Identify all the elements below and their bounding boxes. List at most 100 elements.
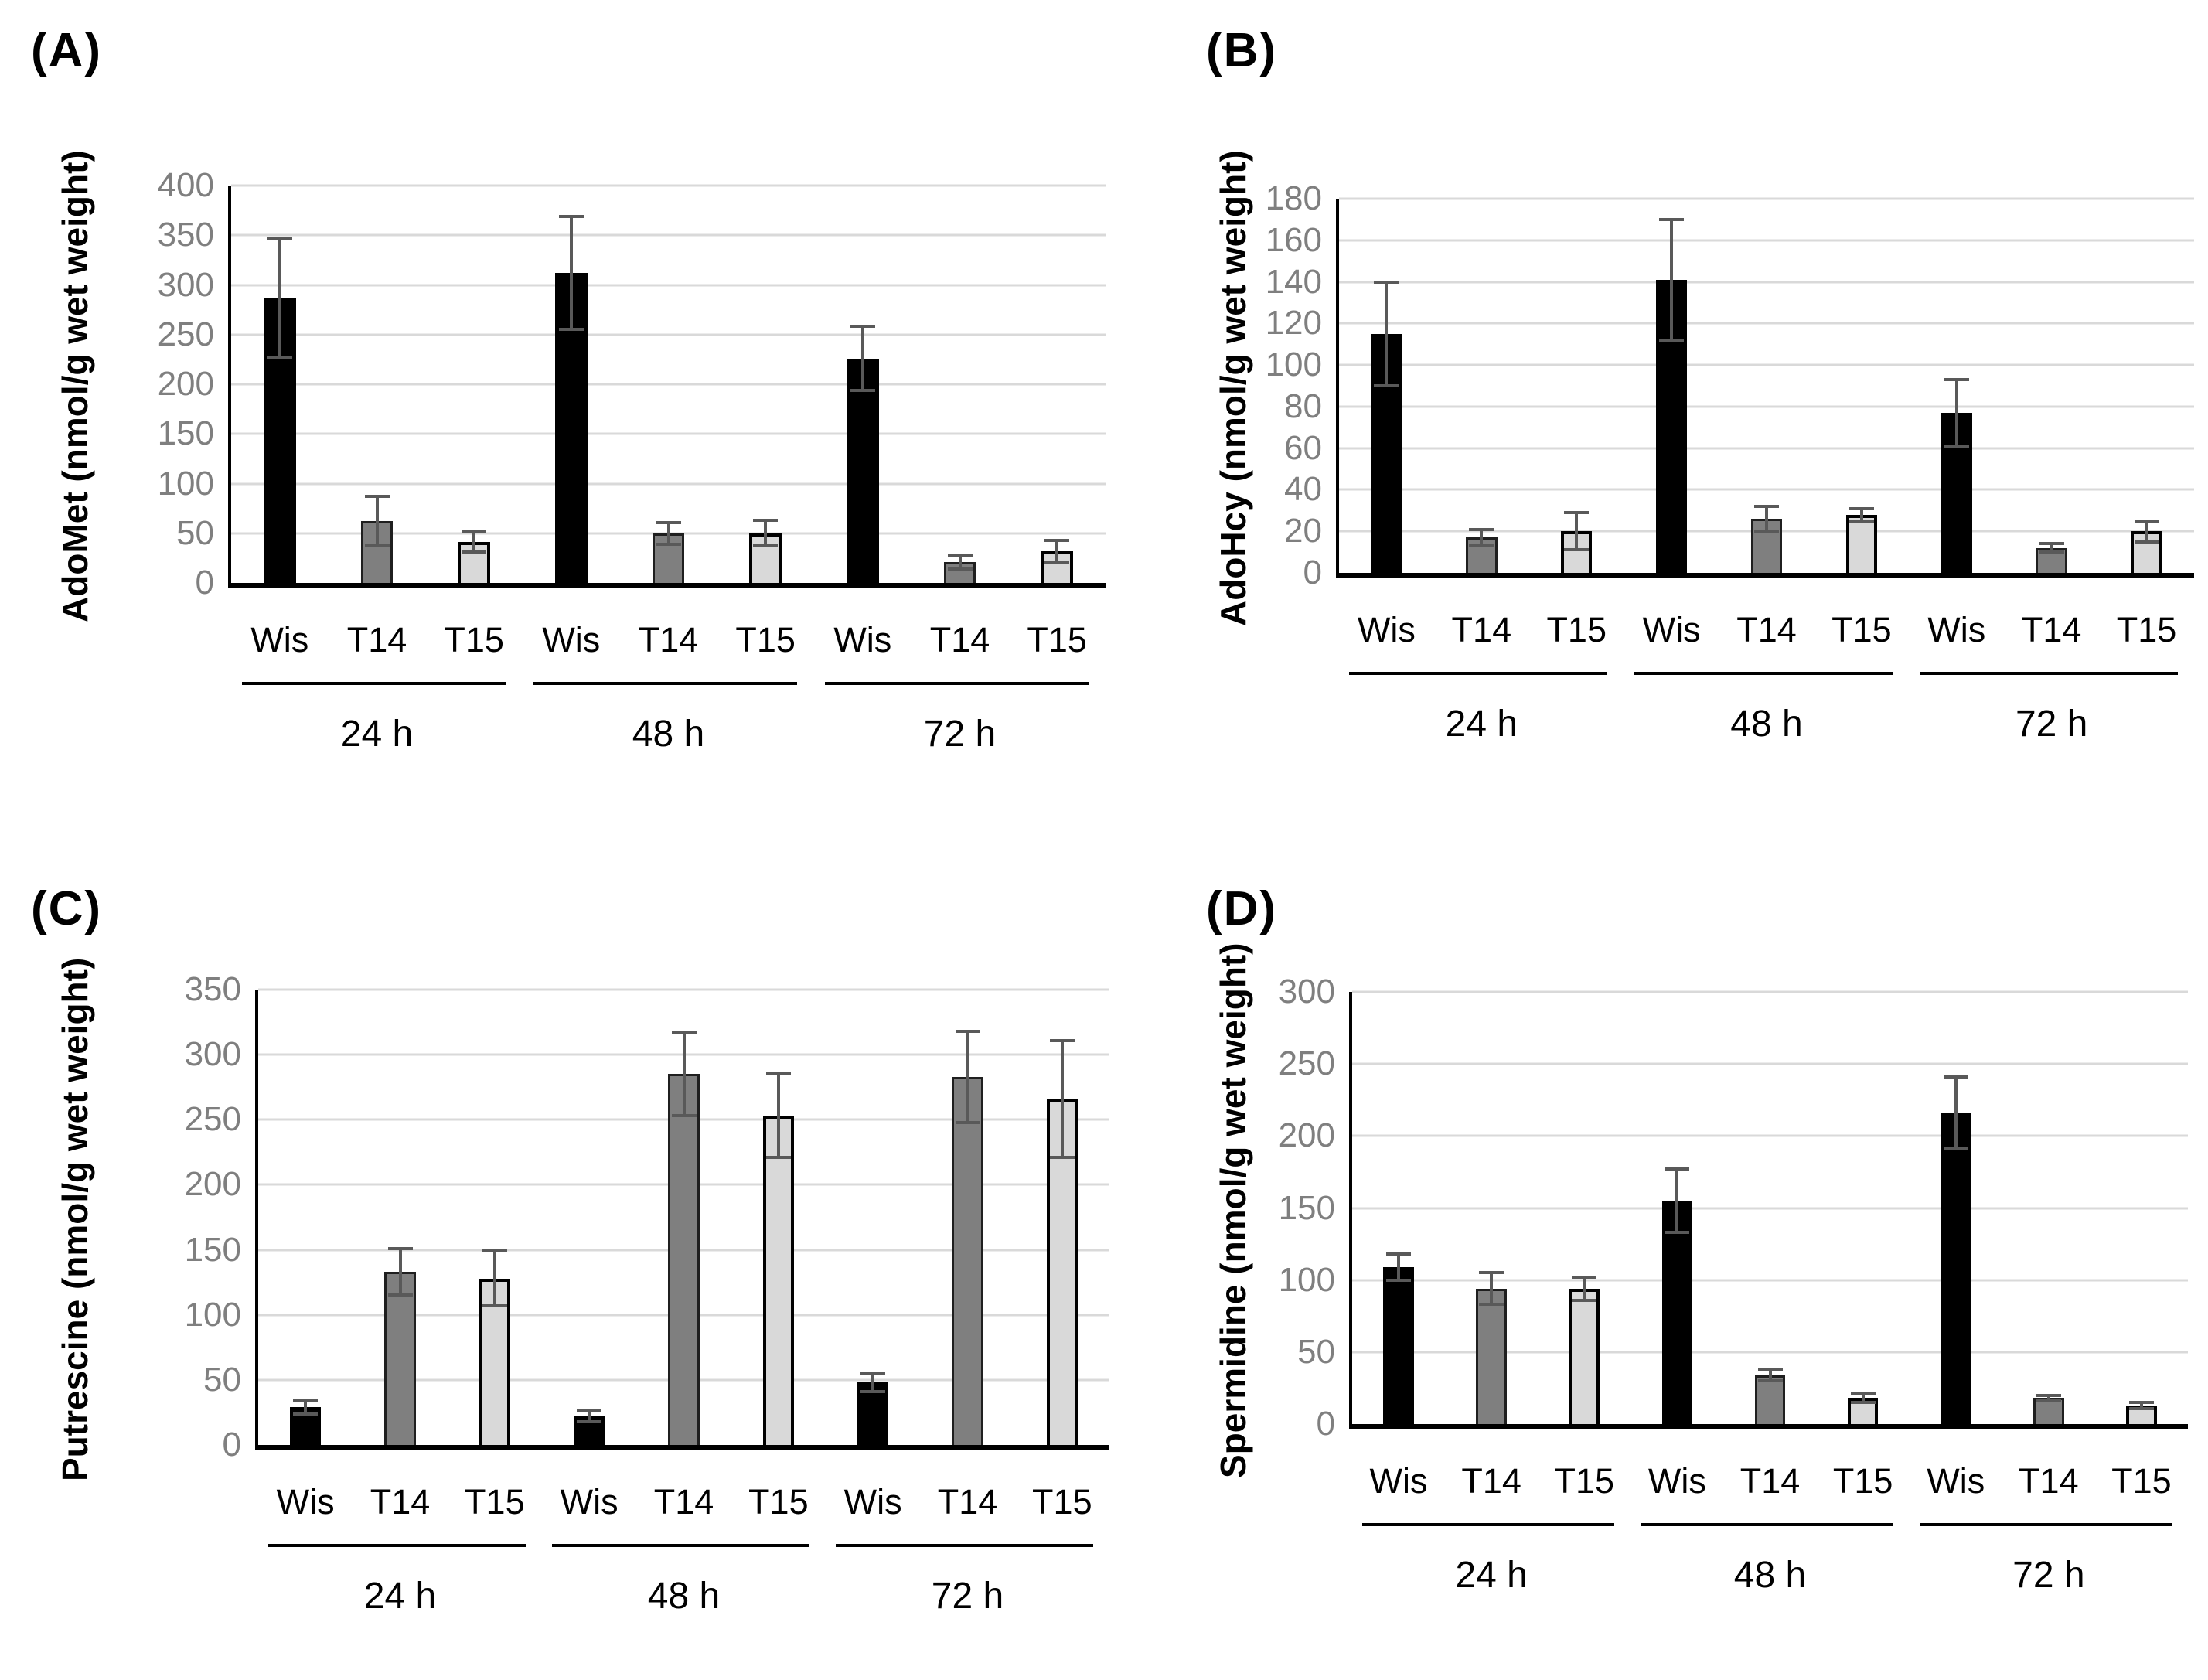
error-bar-cap xyxy=(462,530,487,534)
y-axis-label-adohcy: AdoHcy (nmol/g wet weight) xyxy=(1213,150,1253,626)
x-category-label: T15 xyxy=(1032,1482,1092,1522)
y-tick-label: 300 xyxy=(157,265,214,304)
error-bar-cap xyxy=(1469,544,1494,548)
x-category-label: T15 xyxy=(465,1482,525,1522)
y-tick-label: 100 xyxy=(157,464,214,503)
gridline xyxy=(1352,1279,2188,1282)
error-bar-cap xyxy=(860,1390,886,1394)
y-tick-label: 200 xyxy=(184,1165,241,1204)
panel-letter-d: (D) xyxy=(1206,882,1278,935)
error-bar-cap xyxy=(1469,527,1494,531)
y-tick-label: 100 xyxy=(184,1295,241,1334)
y-tick-label: 100 xyxy=(1278,1260,1335,1299)
error-bar-cap xyxy=(1659,338,1685,342)
error-bar xyxy=(966,1031,969,1123)
error-bar-cap xyxy=(1049,1156,1075,1160)
error-bar-cap xyxy=(947,567,973,571)
x-category-label: T15 xyxy=(735,620,796,659)
error-bar xyxy=(398,1248,402,1296)
group-underline xyxy=(241,682,506,685)
y-axis-label-spermidine: Spermidine (nmol/g wet weight) xyxy=(1213,942,1253,1478)
y-tick-label: 0 xyxy=(195,564,214,601)
gridline xyxy=(231,383,1106,386)
group-time-label: 48 h xyxy=(1733,1555,1807,1596)
error-bar xyxy=(2050,544,2053,553)
bar-t14 xyxy=(384,1272,416,1445)
gridline xyxy=(1352,1351,2188,1354)
x-category-label: T15 xyxy=(1554,1461,1615,1501)
x-category-label: Wis xyxy=(1369,1461,1428,1501)
x-category-label: Wis xyxy=(1927,1461,1985,1501)
x-category-label: T14 xyxy=(638,620,699,659)
error-bar-cap xyxy=(1757,1368,1783,1372)
error-bar-cap xyxy=(860,1372,886,1375)
error-bar xyxy=(860,326,864,390)
x-category-label: T15 xyxy=(444,620,504,659)
gridline xyxy=(1339,197,2194,200)
error-bar xyxy=(1954,1076,1958,1150)
error-bar-cap xyxy=(267,237,292,240)
error-bar-cap xyxy=(558,328,584,332)
gridline xyxy=(1339,488,2194,491)
group-underline xyxy=(824,682,1089,685)
x-category-label: Wis xyxy=(1927,610,1986,649)
bar-t14 xyxy=(1754,1375,1786,1424)
error-bar xyxy=(1385,281,1389,386)
error-bar xyxy=(2139,1402,2143,1409)
error-bar xyxy=(375,496,379,547)
x-category-label: T15 xyxy=(2111,1461,2172,1501)
x-category-label: T14 xyxy=(2021,610,2082,649)
bar-wis xyxy=(847,358,879,583)
error-bar-cap xyxy=(1943,1147,1968,1151)
y-tick-label: 180 xyxy=(1265,179,1322,217)
gridline xyxy=(1352,1134,2188,1137)
x-category-label: T14 xyxy=(1739,1461,1801,1501)
y-tick-label: 40 xyxy=(1284,470,1322,509)
error-bar xyxy=(1861,1393,1865,1403)
y-tick-label: 50 xyxy=(176,513,214,552)
error-bar xyxy=(304,1400,308,1414)
error-bar xyxy=(1397,1254,1401,1280)
error-bar-cap xyxy=(1665,1231,1690,1235)
gridline xyxy=(1339,363,2194,366)
x-category-label: T14 xyxy=(2019,1461,2079,1501)
bar-t14 xyxy=(668,1074,700,1445)
panel-letter-a: (A) xyxy=(31,24,103,77)
x-category-label: T15 xyxy=(1832,1461,1893,1501)
bar-t14 xyxy=(1476,1288,1507,1424)
error-bar xyxy=(958,555,962,570)
error-bar-cap xyxy=(387,1293,413,1297)
error-bar-cap xyxy=(577,1419,602,1423)
error-bar-cap xyxy=(1754,504,1779,508)
group-time-label: 72 h xyxy=(2012,1555,2085,1596)
error-bar-cap xyxy=(462,550,487,554)
error-bar-cap xyxy=(947,554,973,557)
error-bar-cap xyxy=(671,1114,697,1118)
group-underline xyxy=(1361,1523,1615,1526)
plot-area-putrescine: 0 50 100 150 200 250 300 350 Wis T14 T15 Wis T14 T15 W… xyxy=(185,973,1109,1617)
y-tick-label: 300 xyxy=(184,1035,241,1074)
x-category-label: T14 xyxy=(1461,1461,1521,1501)
group-time-label: 72 h xyxy=(931,1576,1004,1617)
group-underline xyxy=(1349,672,1608,675)
panel-d: (D) Spermidine (nmol/g wet weight) 0 50 10… xyxy=(1206,862,2208,1680)
gridline xyxy=(1339,239,2194,242)
group-time-label: 24 h xyxy=(363,1576,437,1617)
gridline xyxy=(231,482,1106,485)
error-bar-cap xyxy=(577,1409,602,1413)
bar-t15 xyxy=(1569,1288,1600,1424)
error-bar-cap xyxy=(955,1029,980,1033)
error-bar-cap xyxy=(765,1156,791,1160)
error-bar-cap xyxy=(267,356,292,360)
y-tick-label: 350 xyxy=(184,970,241,1008)
x-category-label: T14 xyxy=(929,620,990,659)
x-category-label: T14 xyxy=(1736,610,1797,649)
y-tick-label: 20 xyxy=(1284,512,1322,550)
error-bar xyxy=(1575,513,1579,550)
x-category-label: T15 xyxy=(1546,610,1607,649)
y-tick-label: 120 xyxy=(1265,304,1322,342)
group-time-label: 48 h xyxy=(1730,704,1803,745)
x-category-label: T15 xyxy=(748,1482,809,1522)
y-tick-label: 60 xyxy=(1284,428,1322,467)
y-tick-label: 50 xyxy=(203,1360,241,1399)
